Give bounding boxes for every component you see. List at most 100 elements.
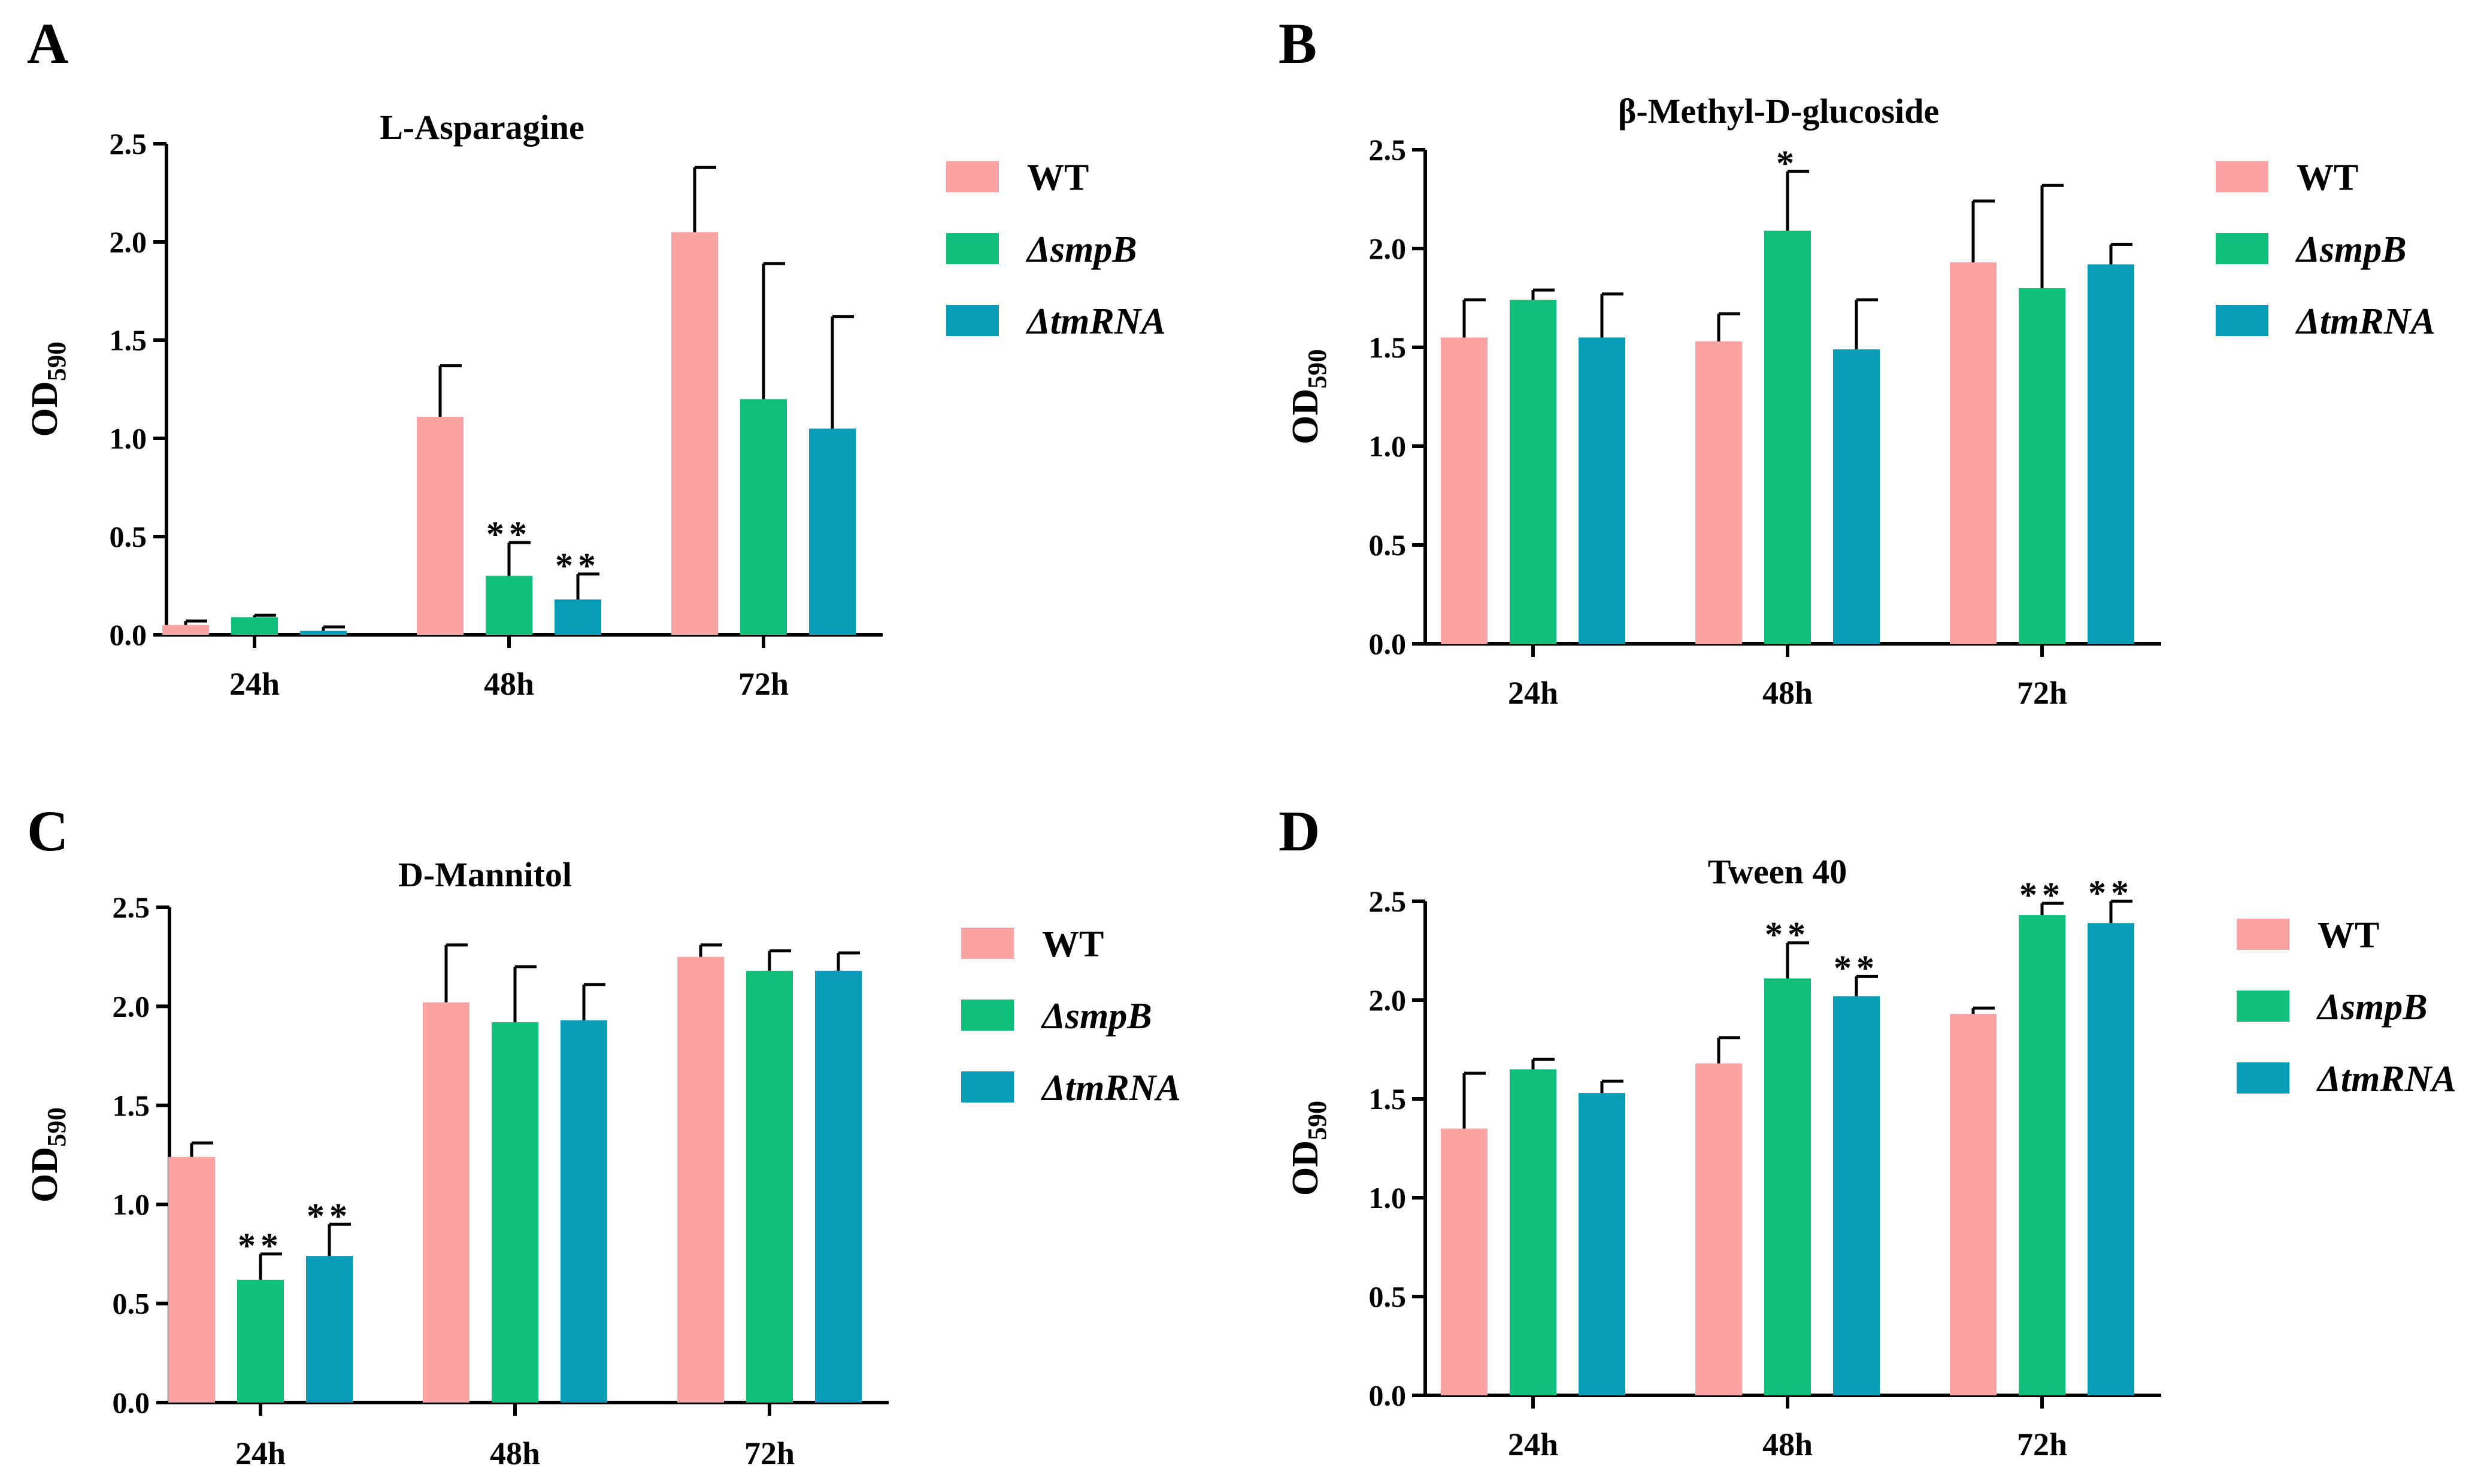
legend-swatch-tmrna <box>2237 1062 2289 1094</box>
bar-wt-48h <box>423 1002 469 1403</box>
chart-title: L-Asparagine <box>380 108 584 147</box>
y-tick-label: 2.5 <box>1369 885 1407 918</box>
bar-wt-24h <box>1441 1128 1488 1395</box>
legend-label-wt: WT <box>2297 158 2358 198</box>
y-axis-label: OD590 <box>1285 1101 1332 1196</box>
bar-wt-72h <box>671 232 718 635</box>
bar-tmrna-48h <box>1833 349 1880 644</box>
bar-wt-24h <box>1441 337 1488 644</box>
x-tick-label: 72h <box>2017 675 2067 711</box>
bar-tmrna-48h <box>555 599 601 635</box>
bar-tmrna-72h <box>2088 923 2134 1395</box>
bar-tmrna-24h <box>300 631 347 635</box>
legend-label-smpb: ΔsmpB <box>2316 987 2428 1028</box>
x-tick-label: 48h <box>1762 1427 1813 1462</box>
y-axis-label-main: OD <box>25 1147 65 1203</box>
bar-tmrna-24h <box>1579 337 1625 644</box>
legend-swatch-tmrna <box>961 1071 1014 1103</box>
y-tick-label: 1.0 <box>110 422 147 455</box>
bar-tmrna-72h <box>2088 264 2134 644</box>
y-axis-label-main: OD <box>1285 1140 1326 1196</box>
legend: WT ΔsmpB ΔtmRNA <box>2237 915 2456 1100</box>
y-tick-label: 1.0 <box>113 1188 150 1221</box>
y-tick-label: 2.0 <box>1369 232 1407 265</box>
x-tick-label: 24h <box>235 1435 286 1471</box>
significance-marker: * <box>1776 143 1799 183</box>
chart-title: Tween 40 <box>1708 852 1847 891</box>
legend-label-smpb: ΔsmpB <box>2295 229 2407 270</box>
panel-letter: D <box>1279 799 1320 863</box>
legend-label-tmrna: ΔtmRNA <box>1040 1068 1181 1109</box>
y-tick-label: 2.5 <box>113 891 150 924</box>
legend-label-tmrna: ΔtmRNA <box>1025 301 1166 342</box>
legend: WT ΔsmpB ΔtmRNA <box>946 158 1166 342</box>
chart-title: β-Methyl-D-glucoside <box>1618 92 1939 131</box>
y-axis-label-subscript: 590 <box>1302 349 1332 389</box>
bar-smpb-48h <box>492 1022 538 1403</box>
x-tick-label: 24h <box>1508 1427 1558 1462</box>
legend-swatch-wt <box>2237 919 2289 950</box>
bar-tmrna-48h <box>1833 996 1880 1395</box>
significance-marker: ** <box>486 514 532 554</box>
significance-marker: ** <box>1834 948 1879 988</box>
bar-tmrna-72h <box>815 970 862 1403</box>
bar-smpb-48h <box>486 576 532 635</box>
x-tick-label: 48h <box>490 1435 540 1471</box>
bar-smpb-72h <box>2019 915 2065 1395</box>
legend-swatch-smpb <box>2237 991 2289 1022</box>
significance-marker: ** <box>2019 875 2065 914</box>
legend-label-wt: WT <box>1042 924 1104 965</box>
y-axis-label-subscript: 590 <box>42 342 71 381</box>
legend: WT ΔsmpB ΔtmRNA <box>961 924 1181 1109</box>
y-axis-label-subscript: 590 <box>1302 1101 1332 1140</box>
y-tick-label: 1.5 <box>1369 1082 1407 1116</box>
bar-tmrna-48h <box>561 1020 607 1403</box>
y-tick-label: 2.5 <box>110 127 147 160</box>
legend-label-tmrna: ΔtmRNA <box>2316 1059 2456 1100</box>
y-axis-label: OD590 <box>1285 349 1332 444</box>
bar-wt-24h <box>162 625 209 635</box>
y-axis-label-main: OD <box>25 381 65 437</box>
significance-marker: ** <box>1765 914 1810 954</box>
y-tick-label: 0.0 <box>1369 1379 1407 1412</box>
legend-label-smpb: ΔsmpB <box>1040 996 1152 1037</box>
legend-label-tmrna: ΔtmRNA <box>2295 301 2435 342</box>
legend-swatch-wt <box>2216 161 2268 192</box>
bar-wt-72h <box>1950 1014 1997 1395</box>
bar-smpb-24h <box>1510 299 1556 644</box>
bar-tmrna-24h <box>1579 1093 1625 1395</box>
y-axis-label: OD590 <box>25 342 71 437</box>
x-tick-label: 48h <box>1762 675 1813 711</box>
y-tick-label: 0.0 <box>1369 627 1407 661</box>
legend-swatch-smpb <box>2216 233 2268 264</box>
significance-marker: ** <box>307 1196 352 1235</box>
panel-letter: C <box>27 799 68 863</box>
x-tick-label: 72h <box>2017 1427 2067 1462</box>
x-tick-label: 72h <box>744 1435 795 1471</box>
bar-wt-24h <box>168 1156 215 1403</box>
bar-smpb-24h <box>231 617 278 635</box>
y-tick-label: 0.5 <box>1369 528 1407 562</box>
legend-swatch-smpb <box>946 233 999 264</box>
legend-swatch-tmrna <box>946 305 999 336</box>
bar-wt-72h <box>1950 262 1997 644</box>
y-tick-label: 1.5 <box>113 1089 150 1122</box>
bar-smpb-72h <box>746 970 793 1403</box>
x-tick-label: 72h <box>738 666 789 702</box>
chart-panel-c: C D-Mannitol OD590 0.0 0.5 1.0 1.5 2.0 2.5 24h 48h… <box>25 799 1181 1471</box>
legend-swatch-tmrna <box>2216 305 2268 336</box>
panel-letter: A <box>27 11 68 75</box>
y-axis-label-subscript: 590 <box>42 1107 71 1147</box>
legend-swatch-smpb <box>961 1000 1014 1031</box>
bar-smpb-48h <box>1764 978 1811 1395</box>
x-tick-label: 24h <box>1508 675 1558 711</box>
significance-marker: ** <box>238 1226 283 1265</box>
significance-marker: ** <box>555 546 601 585</box>
chart-panel-a: A L-Asparagine OD590 0.0 0.5 1.0 1.5 2.0 2.5 24h 4… <box>25 11 1166 702</box>
bar-wt-48h <box>1695 1063 1742 1395</box>
chart-panel-d: D Tween 40 OD590 0.0 0.5 1.0 1.5 2.0 2.5 24h 48h 72… <box>1279 799 2456 1462</box>
chart-panel-b: Bβ-Methyl-D-glucoside OD590 0.0 0.5 1.0 1.5 2.… <box>1279 11 2435 711</box>
legend-swatch-wt <box>961 928 1014 959</box>
y-axis-label-main: OD <box>1285 389 1326 444</box>
